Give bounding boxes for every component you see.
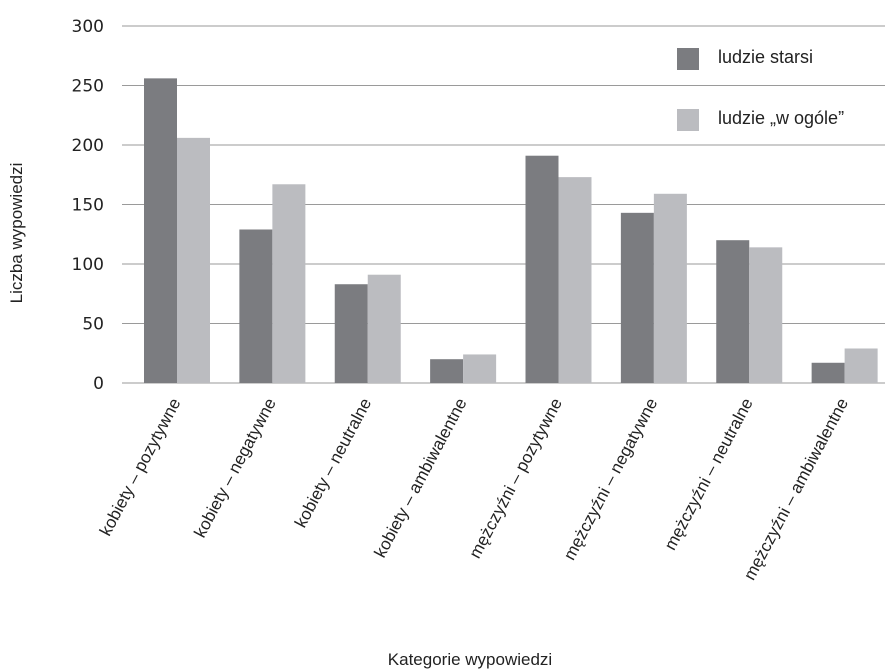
y-tick-label: 50 xyxy=(82,315,104,335)
bar-series2 xyxy=(749,247,783,383)
bar-series2 xyxy=(367,274,401,383)
bar-series1 xyxy=(239,229,273,383)
y-tick-label: 200 xyxy=(72,136,104,156)
x-axis-title: Kategorie wypowiedzi xyxy=(388,650,552,669)
y-tick-label: 250 xyxy=(72,77,104,97)
bar-series1 xyxy=(716,240,750,383)
bar-series1 xyxy=(334,284,368,383)
bar-series1 xyxy=(144,78,177,384)
bar-series1 xyxy=(525,155,559,383)
y-tick-label: 300 xyxy=(72,17,104,37)
y-tick-label: 0 xyxy=(93,374,104,394)
y-axis-title: Liczba wypowiedzi xyxy=(7,163,26,304)
y-tick-label: 150 xyxy=(72,196,104,216)
bar-series2 xyxy=(177,137,210,383)
bar-series1 xyxy=(811,362,845,383)
bar-series2 xyxy=(463,354,497,383)
y-tick-label: 100 xyxy=(72,255,104,275)
legend: ludzie starsi ludzie „w ogóle” xyxy=(677,47,844,131)
bar-series2 xyxy=(653,193,687,383)
bars xyxy=(144,78,878,384)
legend-label: ludzie starsi xyxy=(718,47,813,67)
bar-series2 xyxy=(844,348,878,383)
y-axis-ticks: 0 50 100 150 200 250 300 xyxy=(72,17,104,394)
bar-series1 xyxy=(620,212,654,383)
legend-swatch xyxy=(677,109,699,131)
legend-swatch xyxy=(677,48,699,70)
bar-series2 xyxy=(272,184,306,383)
legend-label: ludzie „w ogóle” xyxy=(718,108,844,128)
bar-series1 xyxy=(430,359,464,383)
bar-series2 xyxy=(558,177,592,383)
